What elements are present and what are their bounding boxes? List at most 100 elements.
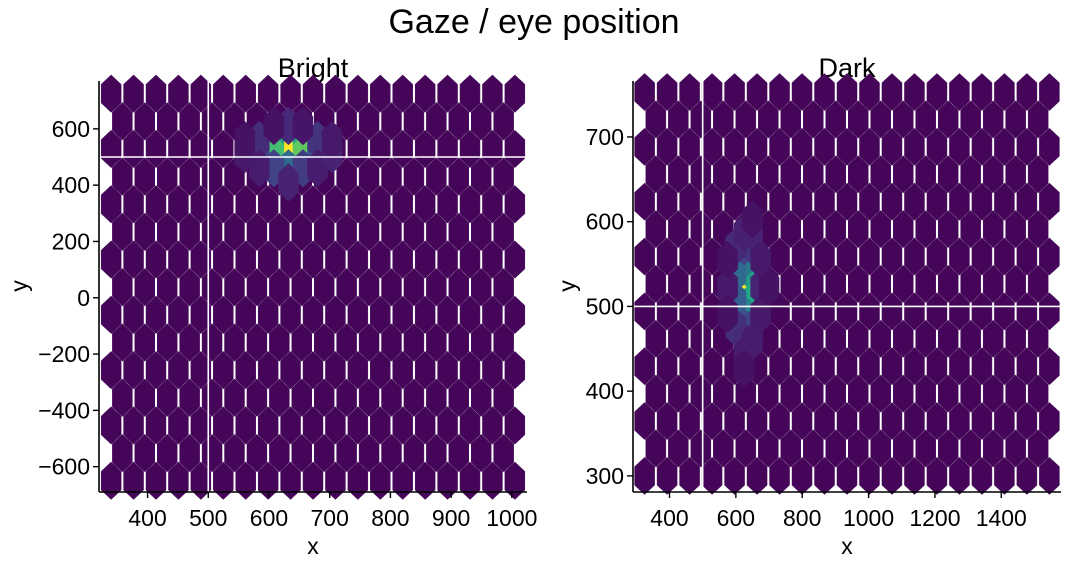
y-tick-label: 500 — [586, 293, 624, 319]
hex-cell — [1039, 237, 1060, 276]
hex-cell — [156, 212, 178, 251]
hex-cell — [994, 127, 1015, 166]
hex-cell — [1027, 319, 1049, 358]
hex-cell — [904, 237, 925, 276]
hex-cell — [235, 406, 256, 445]
hex-cell — [190, 129, 212, 169]
hex-cell — [291, 212, 313, 251]
hex-cell — [291, 323, 313, 362]
hex-cell — [937, 374, 959, 413]
hex-cell — [769, 182, 790, 221]
hex-cell — [370, 240, 391, 279]
hex-cell — [448, 434, 470, 473]
hex-cell — [1039, 292, 1060, 331]
hex-cell — [645, 374, 667, 413]
hex-cell — [769, 456, 790, 495]
hex-cell — [1016, 182, 1038, 221]
hex-cell — [904, 402, 925, 440]
hex-cell — [112, 434, 133, 473]
hex-cell — [168, 461, 189, 500]
x-tick-label: 1400 — [976, 505, 1027, 531]
hex-cell — [814, 402, 835, 440]
hex-cell — [347, 461, 369, 500]
hex-cell — [201, 268, 223, 307]
hex-cell — [134, 157, 156, 196]
hex-cell — [971, 73, 993, 111]
x-axis-label-bright: x — [307, 533, 319, 559]
hex-cell — [470, 102, 492, 141]
hex-cell — [634, 127, 655, 166]
hex-cell — [190, 351, 212, 390]
hex-cell — [1027, 374, 1049, 413]
hex-cell — [504, 129, 526, 169]
hex-cell — [224, 268, 245, 307]
hex-cell — [994, 347, 1015, 386]
hex-cell — [926, 182, 948, 221]
hex-cell — [690, 265, 712, 303]
hex-cell — [470, 323, 492, 362]
hex-cell — [825, 319, 846, 358]
hex-cell — [403, 212, 425, 251]
hex-cell — [1027, 210, 1049, 249]
hex-cell — [190, 240, 212, 279]
hex-cell — [482, 185, 503, 224]
hex-cell — [145, 406, 167, 445]
hex-cell — [960, 374, 981, 413]
hex-cell — [224, 434, 245, 473]
hex-cell — [915, 374, 936, 413]
hex-cell — [325, 74, 346, 113]
hex-cell — [336, 378, 357, 417]
hex-cell — [679, 73, 700, 111]
hex-cell — [735, 155, 757, 194]
panel-dark: Dark 400 600 800 1000 1200 140070060050040030… — [554, 53, 1061, 559]
hex-cell — [803, 429, 824, 468]
hex-cell — [100, 185, 122, 224]
hex-cell — [257, 295, 279, 334]
hex-cell — [926, 73, 948, 111]
hex-cell — [1027, 155, 1049, 194]
hex-cell — [403, 323, 425, 362]
hex-cell — [915, 429, 936, 468]
hex-cell — [470, 268, 492, 307]
hex-cell — [949, 237, 970, 276]
hex-cell — [313, 212, 335, 251]
hex-cell — [836, 292, 858, 331]
hex-cell — [724, 402, 745, 440]
hex-cell — [179, 212, 200, 251]
hex-cell — [392, 129, 413, 169]
hex-cell — [870, 155, 891, 194]
hex-cell — [769, 347, 790, 386]
hex-cell — [1039, 182, 1060, 221]
hex-cell — [437, 240, 458, 279]
hex-cell — [690, 155, 712, 194]
hex-cell — [769, 402, 790, 440]
hex-bin — [292, 106, 314, 146]
hex-cell — [134, 434, 156, 473]
hex-cell — [679, 402, 700, 440]
hex-cell — [493, 434, 514, 473]
hex-cell — [201, 434, 223, 473]
hex-cell — [634, 347, 655, 386]
hex-cell — [134, 212, 156, 251]
hex-cell — [960, 155, 981, 194]
x-tick-label: 1000 — [843, 505, 894, 531]
hex-cell — [470, 378, 492, 417]
hex-cell — [803, 319, 824, 358]
hex-cell — [937, 100, 959, 139]
hex-cell — [1027, 100, 1049, 139]
hex-cell — [724, 73, 745, 111]
hex-cell — [426, 323, 447, 362]
hex-cell — [971, 292, 993, 331]
hex-cell — [235, 185, 256, 224]
hex-cell — [915, 265, 936, 303]
x-tick-label: 600 — [250, 505, 288, 531]
hex-cell — [994, 237, 1015, 276]
hex-cell — [403, 378, 425, 417]
hex-cell — [1005, 155, 1026, 194]
hex-cell — [370, 185, 391, 224]
hex-cell — [679, 456, 700, 495]
hex-cell — [100, 129, 122, 169]
hex-cell — [437, 295, 458, 334]
hex-cell — [448, 268, 470, 307]
hex-cell — [112, 102, 133, 141]
